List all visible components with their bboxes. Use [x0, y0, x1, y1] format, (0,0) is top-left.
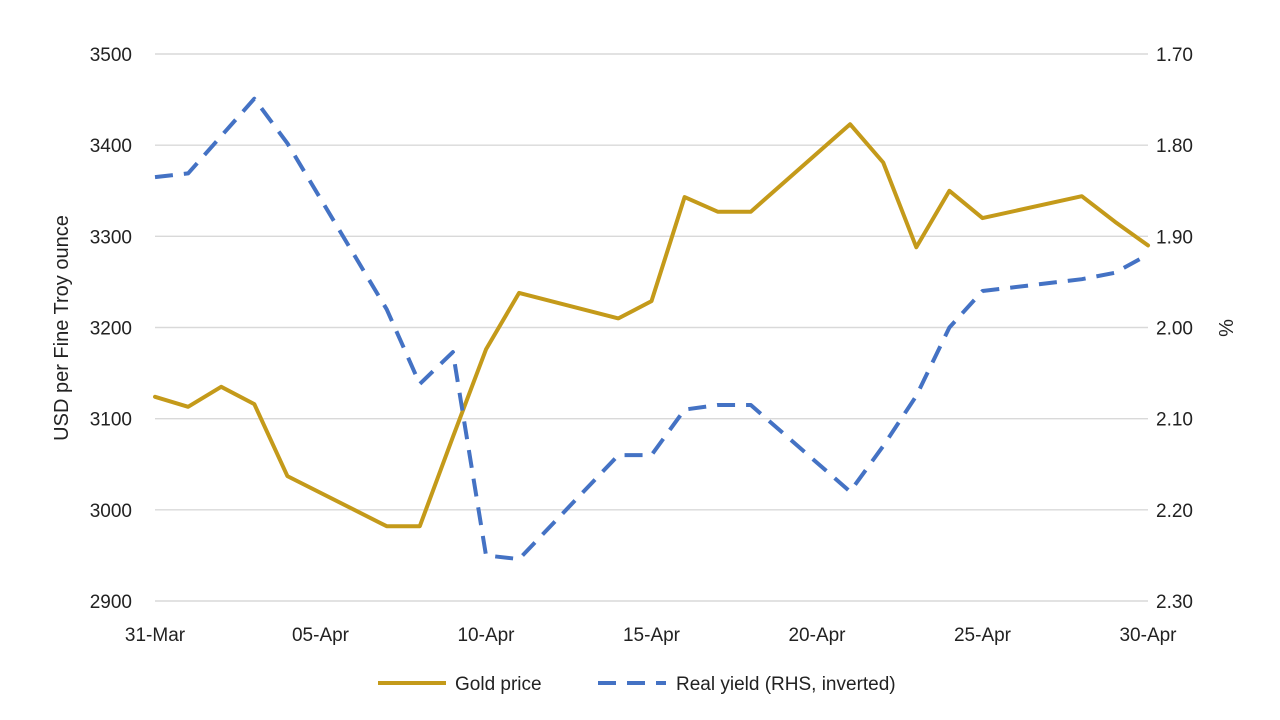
series-line-gold-price [153, 122, 1150, 529]
legend-label-real-yield: Real yield (RHS, inverted) [676, 674, 896, 695]
right-axis: 1.70 1.80 1.90 2.00 2.10 2.20 2.30 [1156, 45, 1193, 613]
x-tick-label: 30-Apr [1119, 625, 1177, 646]
x-tick-label: 31-Mar [125, 625, 186, 646]
y2-tick-label: 2.10 [1156, 410, 1193, 431]
x-tick-label: 15-Apr [623, 625, 681, 646]
x-tick-label: 10-Apr [457, 625, 515, 646]
y-tick-label: 2900 [90, 592, 132, 613]
y-tick-label: 3500 [90, 45, 132, 66]
y-axis-title: USD per Fine Troy ounce [51, 215, 73, 441]
y2-axis-title: % [1216, 319, 1238, 337]
y2-tick-label: 1.90 [1156, 227, 1193, 248]
y-tick-label: 3100 [90, 410, 132, 431]
x-axis: 31-Mar 05-Apr 10-Apr 15-Apr 20-Apr 25-Apr 30-A… [125, 625, 1177, 646]
y-tick-label: 3200 [90, 319, 132, 340]
y2-tick-label: 1.70 [1156, 45, 1193, 66]
y2-tick-label: 1.80 [1156, 136, 1193, 157]
x-tick-label: 25-Apr [954, 625, 1012, 646]
y2-tick-label: 2.00 [1156, 319, 1193, 340]
gridlines [155, 53, 1148, 602]
y-tick-label: 3000 [90, 501, 132, 522]
series-line-real-yield [154, 96, 1149, 562]
legend: Gold price Real yield (RHS, inverted) [378, 674, 896, 695]
y-tick-label: 3400 [90, 136, 132, 157]
series-layer [153, 96, 1150, 562]
y2-tick-label: 2.30 [1156, 592, 1193, 613]
x-tick-label: 05-Apr [292, 625, 350, 646]
left-axis: 3500 3400 3300 3200 3100 3000 2900 [90, 45, 132, 613]
y-tick-label: 3300 [90, 227, 132, 248]
x-tick-label: 20-Apr [788, 625, 846, 646]
legend-label-gold: Gold price [455, 674, 542, 695]
y2-tick-label: 2.20 [1156, 501, 1193, 522]
